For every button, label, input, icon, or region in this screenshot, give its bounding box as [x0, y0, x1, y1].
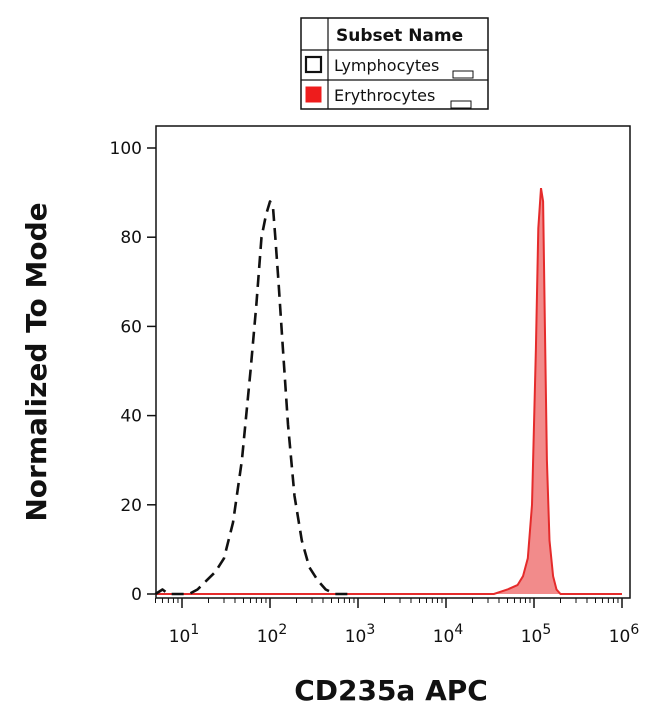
legend-entry-erythrocytes: Erythrocytes	[334, 86, 435, 105]
legend-mini-box	[452, 70, 474, 79]
y-tick-label: 20	[120, 496, 142, 516]
y-tick-label: 80	[120, 228, 142, 248]
x-axis-title: CD235a APC	[294, 674, 488, 707]
x-tick-label: 103	[345, 622, 376, 647]
legend: Subset Name Lymphocytes Erythrocytes	[300, 17, 489, 110]
x-tick-label: 104	[433, 622, 464, 647]
series-line-lymphocytes	[154, 200, 354, 596]
x-axis: 101 102 103 104 105 106	[155, 598, 640, 647]
series-line-erythrocytes	[155, 187, 622, 595]
legend-header: Subset Name	[336, 26, 463, 46]
legend-frame	[300, 17, 489, 110]
plot-frame	[155, 125, 631, 599]
y-axis-title: Normalized To Mode	[20, 202, 53, 521]
x-tick-label: 105	[521, 622, 552, 647]
y-tick-label: 40	[120, 407, 142, 427]
legend-swatch-erythrocytes	[305, 86, 322, 103]
y-axis: 0 20 40 60 80 100	[110, 139, 156, 605]
y-tick-label: 0	[131, 585, 142, 605]
legend-mini-box	[450, 100, 472, 109]
legend-swatch-lymphocytes	[304, 55, 323, 74]
y-tick-label: 60	[120, 317, 142, 337]
x-tick-label: 102	[257, 622, 288, 647]
x-tick-label: 101	[169, 622, 200, 647]
y-tick-label: 100	[110, 139, 142, 159]
series-layer	[154, 187, 622, 596]
series-area-erythrocytes	[155, 188, 622, 594]
legend-entry-lymphocytes: Lymphocytes	[334, 56, 439, 75]
x-tick-label: 106	[609, 622, 640, 647]
